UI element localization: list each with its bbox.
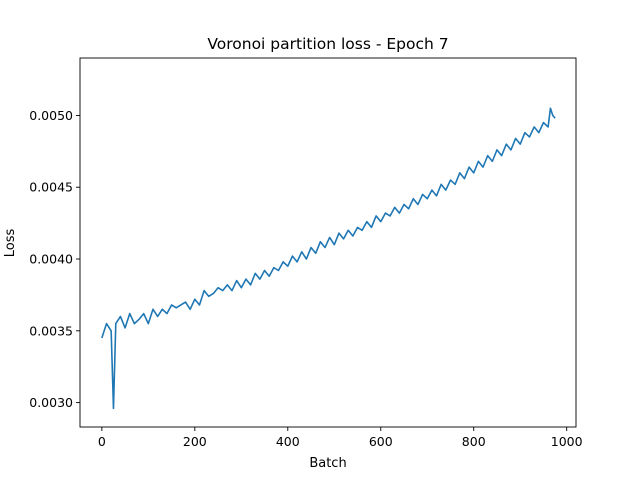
plot-frame: [79, 57, 577, 428]
x-tick-label: 1000: [551, 434, 583, 449]
chart-title: Voronoi partition loss - Epoch 7: [207, 35, 448, 53]
x-tick-label: 400: [276, 434, 300, 449]
x-tick-label: 600: [369, 434, 393, 449]
y-tick-label: 0.0045: [29, 180, 73, 195]
x-axis-label: Batch: [309, 456, 346, 471]
plot-area: [101, 107, 556, 410]
y-tick-label: 0.0030: [29, 395, 73, 410]
y-axis-ticks: 0.0030 0.0035 0.0040 0.0045 0.0050: [29, 108, 80, 410]
x-tick-label: 800: [462, 434, 486, 449]
x-axis-ticks: 0 200 400 600 800 1000: [98, 427, 583, 449]
y-tick-label: 0.0040: [29, 252, 73, 267]
y-tick-label: 0.0050: [29, 108, 73, 123]
y-axis-label: Loss: [3, 229, 18, 258]
x-tick-label: 0: [98, 434, 106, 449]
y-tick-label: 0.0035: [29, 323, 73, 338]
loss-series-line: [101, 107, 556, 410]
x-tick-label: 200: [183, 434, 207, 449]
